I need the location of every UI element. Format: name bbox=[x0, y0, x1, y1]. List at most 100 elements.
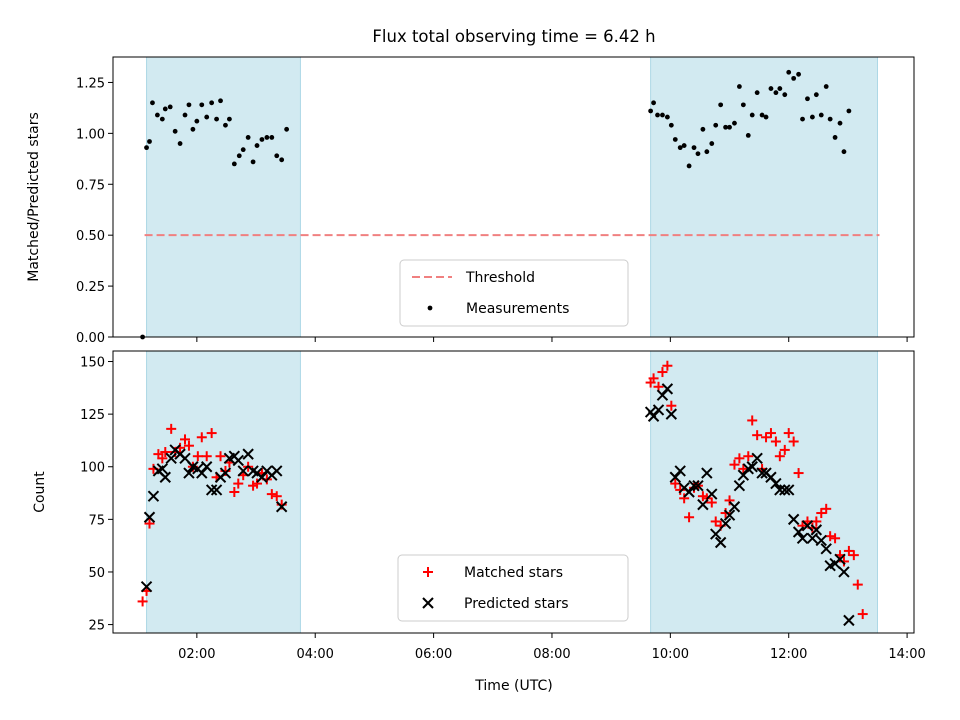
x-marker-b bbox=[692, 479, 704, 492]
x-marker-b bbox=[751, 452, 763, 465]
legend-box bbox=[397, 554, 629, 622]
y-tick-label: 1.25 bbox=[76, 76, 105, 91]
measurement-point bbox=[274, 153, 280, 159]
measurement-point bbox=[700, 126, 706, 132]
matched-star-point bbox=[196, 432, 207, 443]
measurement-point bbox=[800, 116, 805, 122]
x-marker-b bbox=[728, 501, 741, 513]
measurement-point bbox=[264, 135, 270, 140]
predicted-star-point bbox=[733, 479, 746, 492]
legend: Threshold Measurements bbox=[399, 259, 629, 327]
predicted-star-point bbox=[815, 534, 827, 547]
legend: Matched stars Predicted stars bbox=[397, 554, 629, 622]
matched-star-point bbox=[215, 451, 226, 462]
measurement-point bbox=[194, 118, 200, 124]
measurement-point bbox=[713, 122, 719, 128]
matched-star-point bbox=[229, 487, 240, 497]
top-y-axis-label: Matched/Predicted stars bbox=[26, 112, 42, 282]
x-tick-label: 14:00 bbox=[888, 647, 925, 662]
predicted-star-point bbox=[787, 513, 800, 526]
predicted-star-point bbox=[796, 532, 809, 545]
x-marker-b bbox=[787, 513, 800, 526]
matched-star-point bbox=[266, 489, 277, 500]
predicted-star-point bbox=[688, 479, 700, 492]
matched-star-point bbox=[830, 533, 841, 544]
x-marker-b bbox=[792, 526, 805, 538]
predicted-star-point bbox=[140, 580, 153, 593]
x-marker-b bbox=[159, 471, 171, 483]
x-tick-label: 02:00 bbox=[178, 647, 215, 662]
x-marker-b bbox=[232, 454, 244, 467]
measurement-point bbox=[159, 116, 165, 122]
measurement-point bbox=[660, 112, 665, 118]
measurement-point bbox=[655, 112, 660, 118]
matched-star-point bbox=[166, 423, 177, 434]
matched-star-point bbox=[648, 373, 659, 384]
x-marker-b bbox=[701, 467, 713, 479]
predicted-star-point bbox=[661, 383, 674, 395]
predicted-star-point bbox=[719, 517, 732, 530]
predicted-star-point bbox=[201, 461, 213, 473]
measurement-point bbox=[718, 102, 724, 108]
measurement-point bbox=[664, 114, 670, 120]
x-marker-b bbox=[201, 461, 213, 473]
measurement-point bbox=[223, 122, 228, 128]
measurement-point bbox=[250, 159, 256, 165]
matched-star-point bbox=[848, 550, 859, 561]
measurement-point bbox=[782, 92, 788, 98]
predicted-star-point bbox=[751, 452, 763, 465]
measurement-point bbox=[162, 106, 168, 112]
measurement-point bbox=[695, 151, 701, 157]
measurement-point bbox=[723, 124, 728, 130]
measurement-point bbox=[154, 112, 160, 118]
matched-star-point bbox=[752, 430, 763, 441]
measurement-point bbox=[777, 86, 783, 91]
x-marker-b bbox=[242, 448, 254, 460]
matched-star-point bbox=[770, 436, 781, 447]
x-marker-b bbox=[756, 467, 768, 479]
x-marker-b bbox=[183, 467, 195, 479]
bottom-y-axis-label: Count bbox=[32, 471, 48, 513]
x-marker-b bbox=[719, 517, 732, 530]
x-marker-b bbox=[774, 484, 786, 496]
legend-label: Predicted stars bbox=[464, 596, 569, 612]
x-marker-b bbox=[779, 484, 791, 496]
x-axis-label: Time (UTC) bbox=[474, 678, 552, 694]
predicted-star-point bbox=[770, 477, 782, 490]
x-marker-b bbox=[806, 532, 819, 545]
matched-star-point bbox=[729, 459, 740, 470]
measurement-point bbox=[144, 145, 149, 151]
x-marker-b bbox=[838, 566, 850, 578]
x-marker-b bbox=[422, 597, 434, 609]
predicted-star-point bbox=[723, 509, 736, 521]
measurement-point bbox=[269, 135, 275, 140]
matched-star-point bbox=[675, 484, 686, 495]
x-marker-b bbox=[271, 465, 283, 477]
x-marker-b bbox=[801, 519, 814, 532]
x-marker-b bbox=[247, 465, 259, 477]
predicted-star-point bbox=[774, 484, 786, 496]
legend-measurement-swatch bbox=[427, 305, 433, 311]
y-tick-label: 150 bbox=[80, 356, 105, 371]
measurement-point bbox=[204, 114, 210, 120]
predicted-star-point bbox=[275, 501, 288, 513]
x-marker-b bbox=[783, 484, 795, 496]
predicted-star-point bbox=[783, 484, 795, 496]
measurement-point bbox=[749, 112, 755, 118]
x-tick-label: 04:00 bbox=[296, 647, 333, 662]
x-tick-label: 06:00 bbox=[415, 647, 452, 662]
measurement-point bbox=[786, 69, 792, 75]
matched-star-point bbox=[666, 400, 677, 411]
matched-star-point bbox=[160, 447, 171, 458]
predicted-star-point bbox=[665, 408, 678, 420]
measurement-point bbox=[218, 98, 223, 104]
measurement-point bbox=[651, 100, 656, 106]
x-marker-b bbox=[652, 404, 665, 416]
x-marker-b bbox=[770, 477, 782, 490]
x-marker-b bbox=[723, 509, 736, 521]
y-tick-label: 0.75 bbox=[76, 178, 105, 193]
matched-star-point bbox=[774, 451, 785, 462]
y-tick-label: 1.00 bbox=[76, 127, 105, 142]
matched-star-point bbox=[852, 579, 863, 590]
